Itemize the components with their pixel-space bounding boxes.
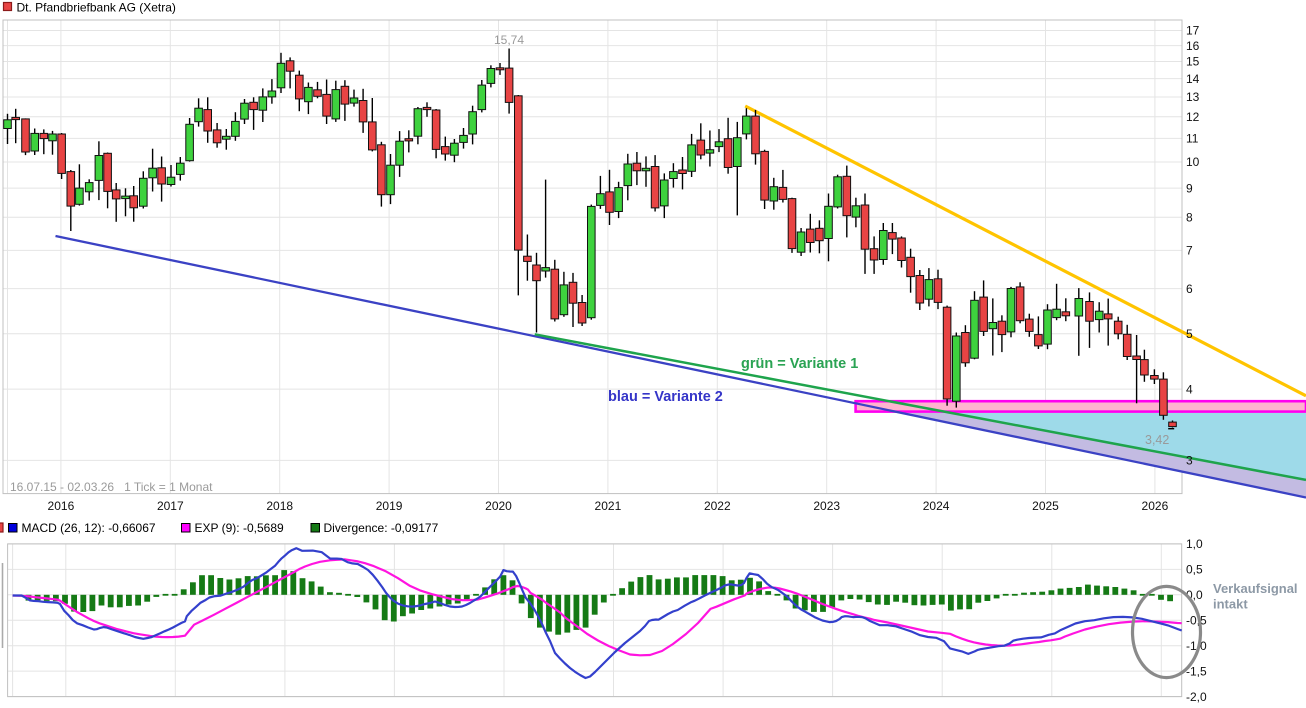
- svg-text:15: 15: [1186, 55, 1200, 69]
- svg-text:-2,0: -2,0: [1186, 690, 1207, 704]
- svg-text:13: 13: [1186, 90, 1200, 104]
- svg-text:grün = Variante 1: grün = Variante 1: [741, 356, 858, 372]
- svg-text:2023: 2023: [813, 499, 840, 513]
- svg-text:2026: 2026: [1142, 499, 1169, 513]
- svg-text:12: 12: [1186, 110, 1200, 124]
- svg-text:16.07.15 - 02.03.26 1 Tick =: 16.07.15 - 02.03.26 1 Tick = 1 Monat: [10, 480, 213, 494]
- svg-text:10: 10: [1186, 155, 1200, 169]
- svg-text:16: 16: [1186, 39, 1200, 53]
- svg-text:-0,5: -0,5: [1186, 613, 1207, 627]
- svg-text:2024: 2024: [923, 499, 950, 513]
- svg-text:2019: 2019: [376, 499, 403, 513]
- svg-text:0,5: 0,5: [1186, 563, 1203, 577]
- svg-text:2018: 2018: [266, 499, 293, 513]
- svg-text:MACD (26, 12): -0,66067: MACD (26, 12): -0,66067: [22, 521, 156, 535]
- svg-text:-1,5: -1,5: [1186, 664, 1207, 678]
- svg-text:1,0: 1,0: [1186, 537, 1203, 551]
- svg-text:2020: 2020: [485, 499, 512, 513]
- svg-text:3,42: 3,42: [1145, 433, 1169, 447]
- svg-text:3: 3: [1186, 454, 1193, 468]
- svg-text:EXP (9): -0,5689: EXP (9): -0,5689: [195, 521, 284, 535]
- svg-text:Dt. Pfandbriefbank AG (Xetra): Dt. Pfandbriefbank AG (Xetra): [17, 1, 176, 15]
- svg-text:Divergence: -0,09177: Divergence: -0,09177: [324, 521, 439, 535]
- svg-text:17: 17: [1186, 24, 1200, 38]
- svg-text:9: 9: [1186, 181, 1193, 195]
- svg-text:14: 14: [1186, 72, 1200, 86]
- svg-text:8: 8: [1186, 211, 1193, 225]
- svg-text:blau = Variante 2: blau = Variante 2: [608, 389, 723, 405]
- svg-text:4: 4: [1186, 382, 1193, 396]
- svg-text:6: 6: [1186, 282, 1193, 296]
- svg-text:2025: 2025: [1032, 499, 1059, 513]
- svg-text:2016: 2016: [48, 499, 75, 513]
- svg-text:-1,0: -1,0: [1186, 639, 1207, 653]
- svg-text:11: 11: [1186, 132, 1199, 146]
- svg-text:2017: 2017: [157, 499, 184, 513]
- svg-text:5: 5: [1186, 327, 1193, 341]
- svg-text:7: 7: [1186, 244, 1193, 258]
- svg-text:15,74: 15,74: [494, 33, 524, 47]
- svg-text:2021: 2021: [595, 499, 622, 513]
- svg-text:2022: 2022: [704, 499, 731, 513]
- svg-text:Verkaufsignal: Verkaufsignal: [1213, 581, 1298, 596]
- svg-text:intakt: intakt: [1213, 597, 1248, 612]
